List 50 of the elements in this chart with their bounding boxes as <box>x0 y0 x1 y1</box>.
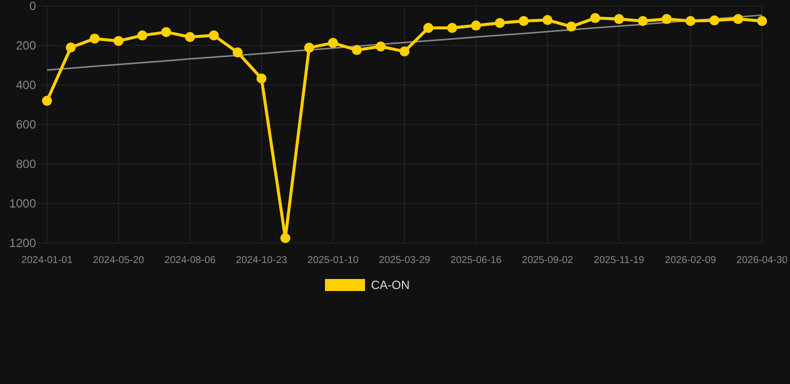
point <box>542 15 552 26</box>
legend-label: CA-ON <box>371 278 410 292</box>
point <box>256 73 266 84</box>
point <box>137 30 148 40</box>
point <box>494 18 505 28</box>
y-tick-label: 400 <box>16 78 36 92</box>
point <box>90 34 100 44</box>
point <box>757 16 767 26</box>
x-tick-label: 2025-03-29 <box>378 255 431 266</box>
point <box>471 20 481 31</box>
point <box>662 14 672 24</box>
x-tick-label: 2024-05-20 <box>92 255 145 266</box>
point <box>208 30 219 40</box>
point <box>304 42 314 53</box>
point <box>376 41 386 52</box>
x-tick-label: 2025-01-10 <box>307 255 360 266</box>
point <box>42 96 52 106</box>
y-tick-label: 0 <box>29 0 36 14</box>
x-tick-label: 2024-01-01 <box>21 255 74 266</box>
x-tick-label: 2026-04-30 <box>736 255 788 266</box>
point <box>352 45 362 56</box>
point <box>686 16 696 26</box>
point <box>518 16 529 26</box>
y-tick-label: 1200 <box>9 236 36 250</box>
point <box>66 42 76 52</box>
x-tick-label: 2024-10-23 <box>236 255 288 266</box>
point <box>114 36 124 46</box>
point <box>614 14 624 24</box>
y-tick-label: 800 <box>16 157 36 172</box>
point <box>447 22 458 33</box>
point <box>280 233 290 244</box>
x-tick-label: 2025-11-19 <box>594 255 645 266</box>
y-tick-label: 600 <box>16 118 36 132</box>
point <box>423 22 434 33</box>
point <box>590 13 600 24</box>
point <box>638 16 648 26</box>
point <box>161 27 172 38</box>
x-tick-label: 2025-06-16 <box>450 255 502 266</box>
point <box>400 46 410 56</box>
point <box>733 14 744 24</box>
y-tick-label: 200 <box>16 38 36 53</box>
x-tick-label: 2026-02-09 <box>664 255 717 266</box>
point <box>328 38 338 48</box>
point <box>709 15 720 26</box>
point <box>185 32 195 42</box>
x-tick-label: 2024-08-06 <box>164 255 216 266</box>
y-tick-label: 1000 <box>9 196 36 211</box>
point <box>566 22 576 32</box>
point <box>232 47 243 58</box>
x-tick-label: 2025-09-02 <box>522 255 574 266</box>
